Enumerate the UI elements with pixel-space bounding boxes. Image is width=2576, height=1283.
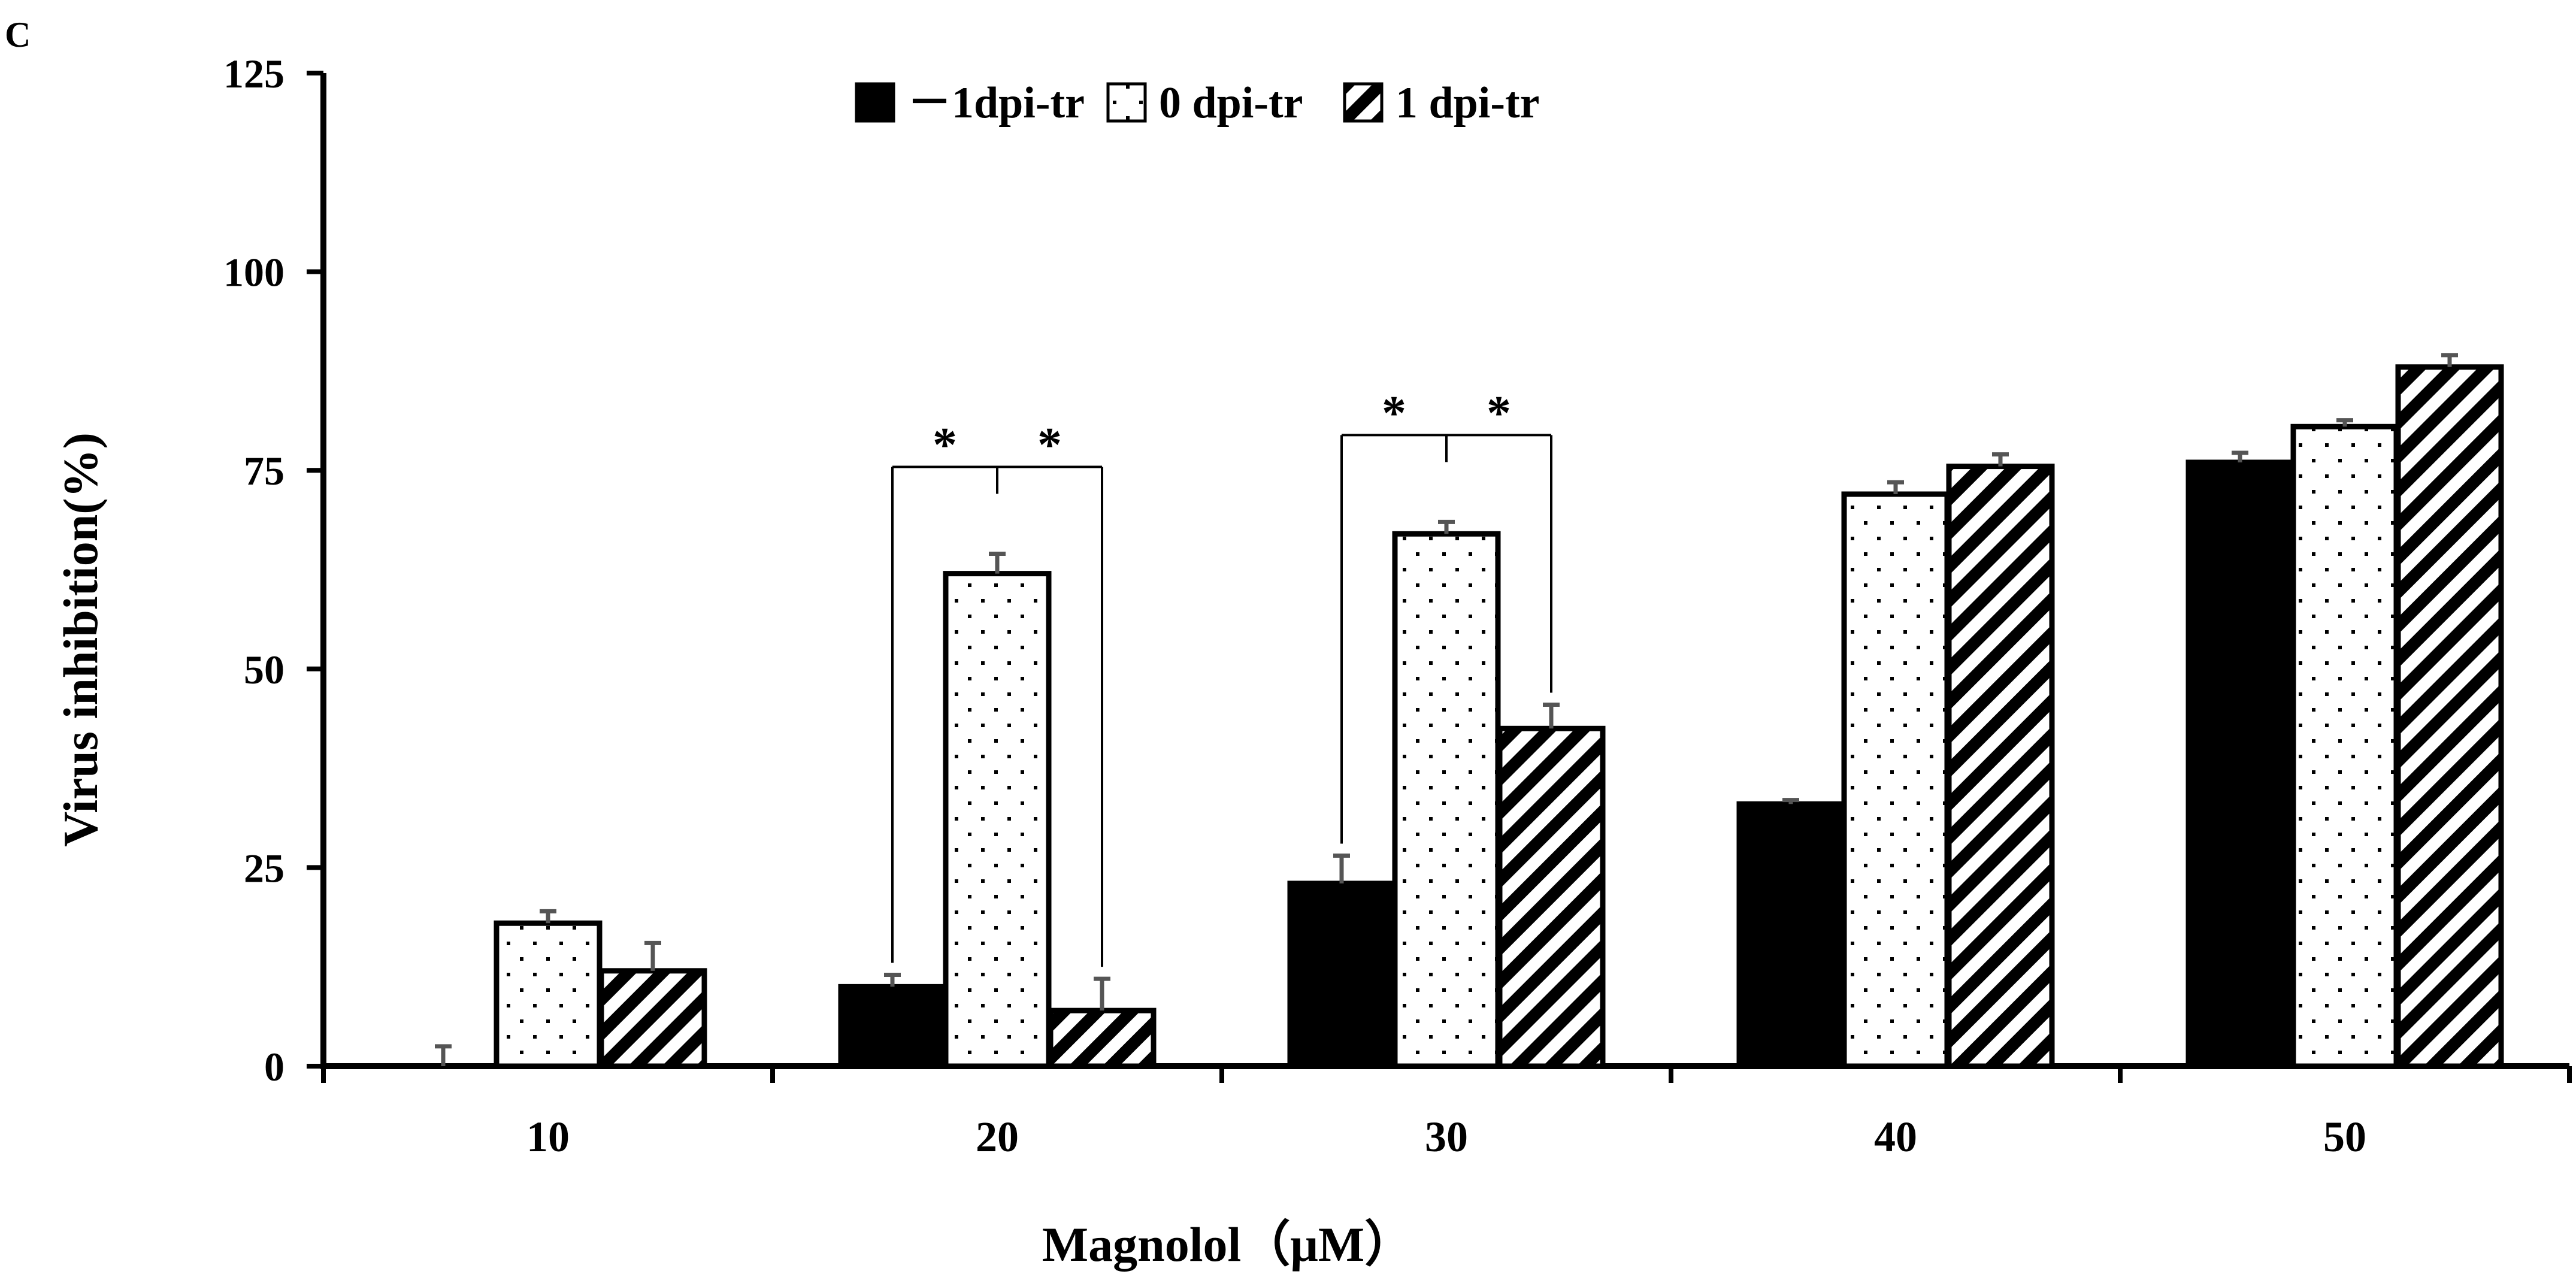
significance-annotations: * * * *	[891, 385, 1552, 967]
bars	[494, 364, 2504, 1069]
bar	[598, 968, 707, 1069]
error-bars	[435, 353, 2458, 1066]
legend-swatch	[1106, 82, 1147, 123]
significance-star: *	[1382, 385, 1406, 440]
bar	[1946, 464, 2055, 1069]
legend-label: 0 dpi-tr	[1159, 78, 1303, 128]
y-tick-label: 75	[244, 448, 284, 494]
y-tick-label: 0	[264, 1044, 284, 1090]
bar	[838, 984, 947, 1069]
y-axis-label: Virus inhibition(%)	[53, 432, 108, 847]
bar	[1048, 1007, 1157, 1069]
bar	[494, 920, 603, 1069]
panel-label: C	[5, 15, 31, 55]
x-tick-label: 40	[1874, 1113, 1917, 1161]
bar	[1497, 725, 1606, 1069]
x-tick-label: 10	[526, 1113, 570, 1161]
y-tick-label: 100	[223, 250, 284, 295]
bar	[2185, 459, 2295, 1069]
x-tick-label: 50	[2323, 1113, 2366, 1161]
significance-star: *	[1037, 417, 1062, 471]
bar	[1841, 491, 1950, 1069]
bar	[943, 571, 1052, 1069]
legend-swatch	[1343, 82, 1384, 123]
bar	[1736, 801, 1845, 1069]
y-tick-label: 50	[244, 647, 284, 692]
x-tick-label: 30	[1425, 1113, 1468, 1161]
legend: －1dpi-tr 0 dpi-tr 1 dpi-tr	[855, 78, 1540, 128]
y-tick-label: 25	[244, 845, 284, 891]
bar	[1287, 880, 1396, 1069]
legend-swatch	[855, 82, 895, 123]
significance-star: *	[1487, 385, 1511, 440]
legend-label: 1 dpi-tr	[1396, 78, 1540, 128]
bar	[2290, 423, 2399, 1069]
y-tick-label: 125	[223, 51, 284, 96]
x-tick-label: 20	[976, 1113, 1019, 1161]
significance-star: *	[933, 417, 957, 471]
bar	[2395, 364, 2504, 1069]
x-axis-label: Magnolol（μM）	[1042, 1217, 1413, 1272]
bar	[1392, 531, 1501, 1069]
legend-label: －1dpi-tr	[907, 78, 1085, 128]
